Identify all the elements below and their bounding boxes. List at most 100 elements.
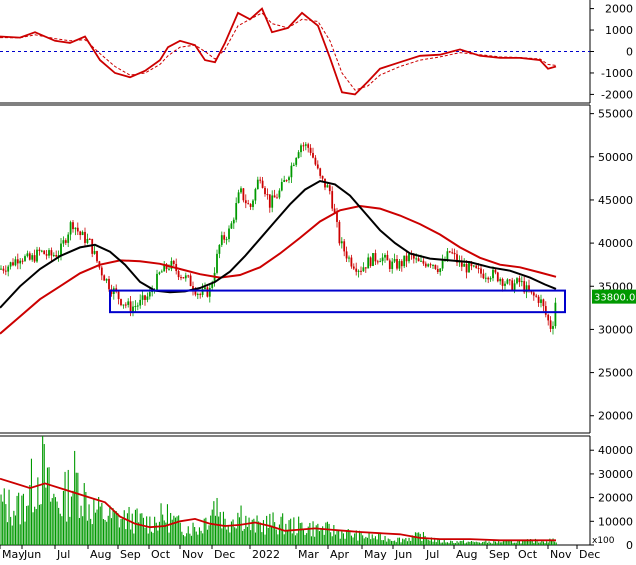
time-tick-label: Jul bbox=[56, 548, 70, 561]
price-candle-body bbox=[297, 152, 300, 158]
price-candle-body bbox=[216, 253, 218, 273]
volume-bar bbox=[208, 525, 210, 545]
price-candle-body bbox=[31, 255, 34, 260]
volume-bar bbox=[371, 534, 373, 545]
time-tick-label: Jun bbox=[23, 548, 41, 561]
volume-bar bbox=[280, 516, 282, 545]
volume-bar bbox=[306, 533, 308, 545]
volume-bar bbox=[549, 538, 551, 545]
volume-bar bbox=[216, 497, 218, 545]
price-candle-body bbox=[88, 238, 91, 240]
price-candle-body bbox=[523, 281, 526, 293]
price-candle-body bbox=[326, 185, 329, 188]
volume-bar bbox=[22, 493, 24, 545]
volume-bar bbox=[264, 534, 266, 545]
volume-bar bbox=[442, 542, 444, 545]
price-candle-body bbox=[96, 251, 98, 262]
time-tick-label: Sep bbox=[120, 548, 141, 561]
volume-bar bbox=[290, 518, 292, 545]
volume-bar bbox=[430, 537, 432, 545]
volume-bar bbox=[374, 536, 376, 545]
volume-bar bbox=[381, 540, 383, 545]
price-candle-body bbox=[350, 257, 353, 267]
volume-bar bbox=[344, 538, 346, 545]
volume-bar bbox=[14, 515, 16, 545]
price-candle-body bbox=[381, 257, 384, 262]
indicator-main-line bbox=[0, 7, 557, 96]
volume-bar bbox=[326, 521, 328, 545]
price-candle-body bbox=[432, 264, 434, 266]
price-candle-body bbox=[72, 222, 74, 230]
volume-bar bbox=[349, 530, 351, 545]
volume-bar bbox=[106, 521, 108, 545]
volume-bar bbox=[104, 519, 106, 545]
price-candle-body bbox=[391, 261, 394, 269]
price-candle-body bbox=[120, 299, 122, 306]
volume-bar bbox=[294, 535, 296, 545]
volume-bar bbox=[32, 512, 34, 545]
price-candle-body bbox=[62, 240, 65, 244]
time-tick-label: Jun bbox=[394, 548, 412, 561]
price-candle-body bbox=[21, 260, 24, 262]
price-candle-body bbox=[52, 255, 55, 257]
volume-bar bbox=[267, 527, 269, 545]
volume-bar bbox=[534, 538, 536, 545]
volume-bar bbox=[352, 537, 354, 545]
indicator-panel: 2000 1000 0 -1000 -2000 bbox=[0, 0, 633, 104]
volume-bar bbox=[554, 541, 556, 545]
volume-bar bbox=[493, 540, 495, 545]
price-candle-body bbox=[340, 241, 343, 244]
volume-bar bbox=[275, 529, 277, 545]
volume-bar bbox=[123, 510, 125, 545]
price-candle-body bbox=[288, 177, 290, 181]
volume-bar bbox=[256, 515, 258, 545]
price-candle-body bbox=[285, 180, 288, 182]
price-candle-body bbox=[240, 188, 242, 193]
volume-bar bbox=[160, 503, 162, 545]
time-axis: May Jun Jul Aug Sep Oct Nov Dec 2022 Mar Apr May Jun… bbox=[0, 545, 600, 561]
volume-bar bbox=[533, 542, 535, 545]
price-candle-body bbox=[484, 277, 487, 279]
indicator-y-tick-label: 1000 bbox=[605, 24, 633, 37]
volume-bar bbox=[362, 535, 364, 545]
volume-bar bbox=[94, 512, 96, 545]
price-candle-body bbox=[108, 278, 110, 290]
volume-bar bbox=[459, 540, 461, 545]
volume-bar bbox=[99, 506, 101, 545]
volume-bar bbox=[552, 538, 554, 545]
price-candle-body bbox=[55, 255, 58, 257]
price-candle-body bbox=[244, 200, 247, 204]
volume-bar bbox=[331, 536, 333, 545]
price-candle-body bbox=[386, 254, 389, 261]
volume-bar bbox=[178, 515, 180, 545]
volume-bar bbox=[122, 518, 124, 545]
volume-bar bbox=[19, 524, 21, 545]
time-tick-label: Mar bbox=[298, 548, 319, 561]
volume-bar bbox=[482, 542, 484, 545]
price-candle-body bbox=[76, 227, 79, 232]
volume-bar bbox=[296, 533, 298, 545]
price-candle-body bbox=[530, 291, 533, 293]
volume-bar bbox=[45, 487, 47, 545]
price-candle-body bbox=[513, 283, 516, 291]
price-candle-body bbox=[532, 292, 535, 296]
volume-bar bbox=[115, 511, 117, 545]
volume-bar bbox=[334, 534, 336, 545]
volume-bar bbox=[274, 522, 276, 545]
price-candle-body bbox=[424, 263, 427, 267]
volume-bar bbox=[546, 541, 548, 545]
volume-bar bbox=[427, 539, 429, 545]
volume-bar bbox=[211, 509, 213, 545]
price-candle-body bbox=[252, 200, 254, 207]
volume-bar bbox=[464, 543, 466, 545]
volume-bar bbox=[514, 542, 516, 545]
volume-bar bbox=[226, 529, 228, 545]
volume-bar bbox=[197, 534, 199, 545]
volume-bar bbox=[254, 532, 256, 545]
price-candle-body bbox=[91, 238, 94, 254]
volume-bar bbox=[320, 529, 322, 545]
price-y-tick-label: 50000 bbox=[598, 151, 633, 164]
price-candle-body bbox=[405, 255, 408, 262]
volume-bar bbox=[342, 533, 344, 545]
price-candle-body bbox=[74, 227, 77, 230]
